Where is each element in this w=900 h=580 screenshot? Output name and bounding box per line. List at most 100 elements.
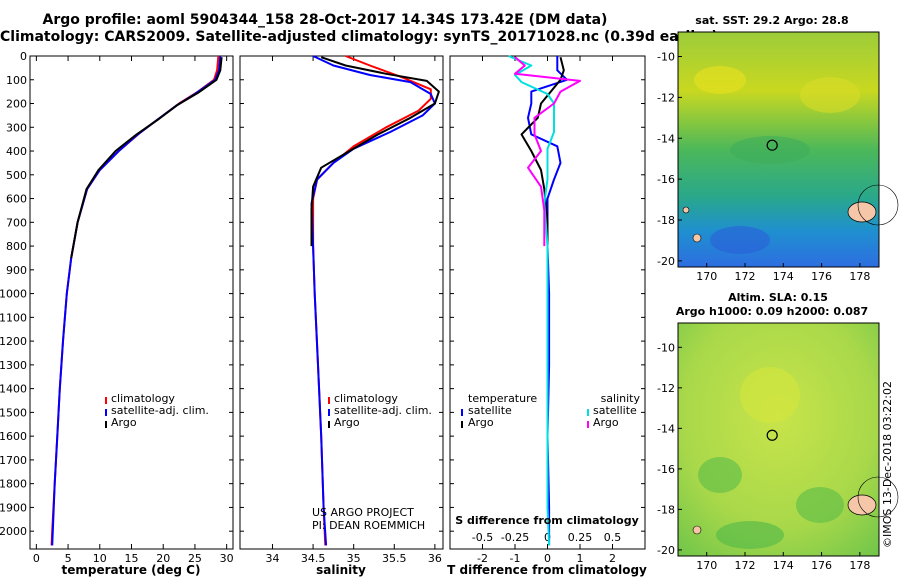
page-subtitle: Climatology: CARS2009. Satellite-adjuste… (0, 29, 718, 45)
sla-map-axes: 170 172 174 176 178 -10 -12 -14 -16 -18 -20 (657, 341, 870, 572)
sst-map-frame (677, 31, 880, 268)
map-x-tick-label: 172 (735, 270, 756, 283)
map-y-tick-label: -12 (657, 382, 675, 395)
x-tick-label: 0 (544, 552, 551, 565)
difference-xlabel: T difference from climatology (447, 563, 647, 577)
legend-climatology-label: climatology (334, 392, 398, 405)
map-x-tick-label: 172 (735, 559, 756, 572)
map-x-tick-label: 178 (849, 559, 870, 572)
temperature-panel: 0100200300400500600700800900100011001200… (0, 50, 234, 577)
legend-temp-argo-label: Argo (468, 416, 494, 429)
y-tick-label: 1200 (0, 335, 27, 348)
x-tick-label: 2 (609, 552, 616, 565)
map-y-tick-label: -10 (657, 341, 675, 354)
legend-salinity-heading: salinity (601, 392, 641, 405)
map-y-tick-label: -12 (657, 91, 675, 104)
x2-tick-label: 0.25 (568, 531, 593, 544)
y-tick-label: 400 (6, 145, 27, 158)
y-tick-label: 100 (6, 74, 27, 87)
y-tick-label: 1500 (0, 406, 27, 419)
x-tick-label: 35.5 (382, 552, 407, 565)
map-y-tick-label: -10 (657, 51, 675, 64)
x-tick-label: 36 (428, 552, 442, 565)
salinity-legend: climatology satellite-adj. clim. Argo (328, 392, 432, 429)
temperature-xlabel: temperature (deg C) (62, 563, 201, 577)
map-x-tick-label: 174 (773, 559, 794, 572)
difference-y-ticks (450, 55, 645, 532)
legend-sal-satellite-label: satellite (593, 404, 637, 417)
difference-xlabel2: S difference from climatology (455, 514, 639, 527)
y-tick-label: 800 (6, 240, 27, 253)
map-y-tick-label: -20 (657, 544, 675, 557)
difference-legend: temperature satellite Argo salinity sate… (461, 392, 641, 429)
x2-tick-label: 0 (544, 531, 551, 544)
salinity-axes-frame (239, 55, 444, 550)
y-tick-label: 2000 (0, 525, 27, 538)
legend-satellite-label: satellite-adj. clim. (334, 404, 432, 417)
pi-credit: PI: DEAN ROEMMICH (312, 519, 426, 532)
x-tick-label: 15 (125, 552, 139, 565)
x-tick-label: 10 (93, 552, 107, 565)
sst-texture (694, 66, 860, 254)
x-tick-label: 35 (347, 552, 361, 565)
map-y-tick-label: -16 (657, 463, 675, 476)
temperature-legend: climatology satellite-adj. clim. Argo (105, 392, 209, 429)
map-x-tick-label: 178 (849, 270, 870, 283)
y-tick-label: 1800 (0, 478, 27, 491)
difference-panel: -2 -1 0 1 2 -0.5 -0.25 0 0.25 0.5 S difference f… (447, 55, 647, 577)
y-tick-label: 500 (6, 169, 27, 182)
x-tick-label: -2 (477, 552, 488, 565)
y-tick-label: 1000 (0, 288, 27, 301)
sst-map-panel: sat. SST: 29.2 Argo: 28.8 170 172 174 176 17… (657, 14, 899, 283)
series-line-argo (70, 57, 223, 259)
map-y-tick-label: -18 (657, 503, 675, 516)
salinity-panel: 34 34.5 35 35.5 36 salinity climatology sate… (239, 55, 444, 577)
difference-series (508, 55, 581, 546)
x-tick-label: 34.5 (301, 552, 326, 565)
sla-field (678, 323, 879, 556)
y-tick-label: 1400 (0, 383, 27, 396)
y-tick-label: 1300 (0, 359, 27, 372)
salinity-xlabel: salinity (316, 563, 366, 577)
y-tick-label: 200 (6, 98, 27, 111)
map-y-tick-label: -20 (657, 255, 675, 268)
y-tick-label: 1100 (0, 311, 27, 324)
x2-tick-label: -0.5 (472, 531, 493, 544)
legend-argo-label: Argo (111, 416, 137, 429)
legend-temperature-heading: temperature (468, 392, 537, 405)
temperature-series (50, 55, 223, 546)
x-tick-label: 30 (220, 552, 234, 565)
difference-x2-axis: -0.5 -0.25 0 0.25 0.5 (472, 531, 621, 544)
map-y-tick-label: -16 (657, 173, 675, 186)
sla-map-frame (677, 322, 880, 557)
sla-map-subtitle: Argo h1000: 0.09 h2000: 0.087 (676, 305, 868, 318)
y-tick-label: 1600 (0, 430, 27, 443)
legend-sal-argo-label: Argo (593, 416, 619, 429)
x2-tick-label: -0.25 (501, 531, 529, 544)
x-tick-label: 25 (188, 552, 202, 565)
y-tick-label: 300 (6, 121, 27, 134)
legend-temp-satellite-label: satellite (468, 404, 512, 417)
x-tick-label: 0 (33, 552, 40, 565)
map-y-tick-label: -14 (657, 422, 675, 435)
sst-argo-location-marker (766, 139, 778, 151)
x-tick-label: -1 (510, 552, 521, 565)
series-line-satellite-adj-clim- (310, 55, 436, 546)
legend-argo-label: Argo (334, 416, 360, 429)
sla-coastline (692, 476, 899, 535)
timestamp: ©IMOS 13-Dec-2018 03:22:02 (881, 381, 894, 548)
y-tick-label: 0 (20, 50, 27, 63)
legend-satellite-label: satellite-adj. clim. (111, 404, 209, 417)
legend-climatology-label: climatology (111, 392, 175, 405)
y-tick-label: 1700 (0, 454, 27, 467)
sla-texture (698, 367, 844, 549)
map-x-tick-label: 170 (696, 559, 717, 572)
page-title: Argo profile: aoml 5904344_158 28-Oct-20… (42, 12, 608, 28)
y-tick-label: 600 (6, 193, 27, 206)
series-line-salinity-satellite (508, 55, 555, 546)
map-x-tick-label: 176 (811, 270, 832, 283)
salinity-y-ticks (240, 55, 443, 532)
salinity-x-axis: 34 34.5 35 35.5 36 (265, 56, 442, 565)
map-x-tick-label: 174 (773, 270, 794, 283)
